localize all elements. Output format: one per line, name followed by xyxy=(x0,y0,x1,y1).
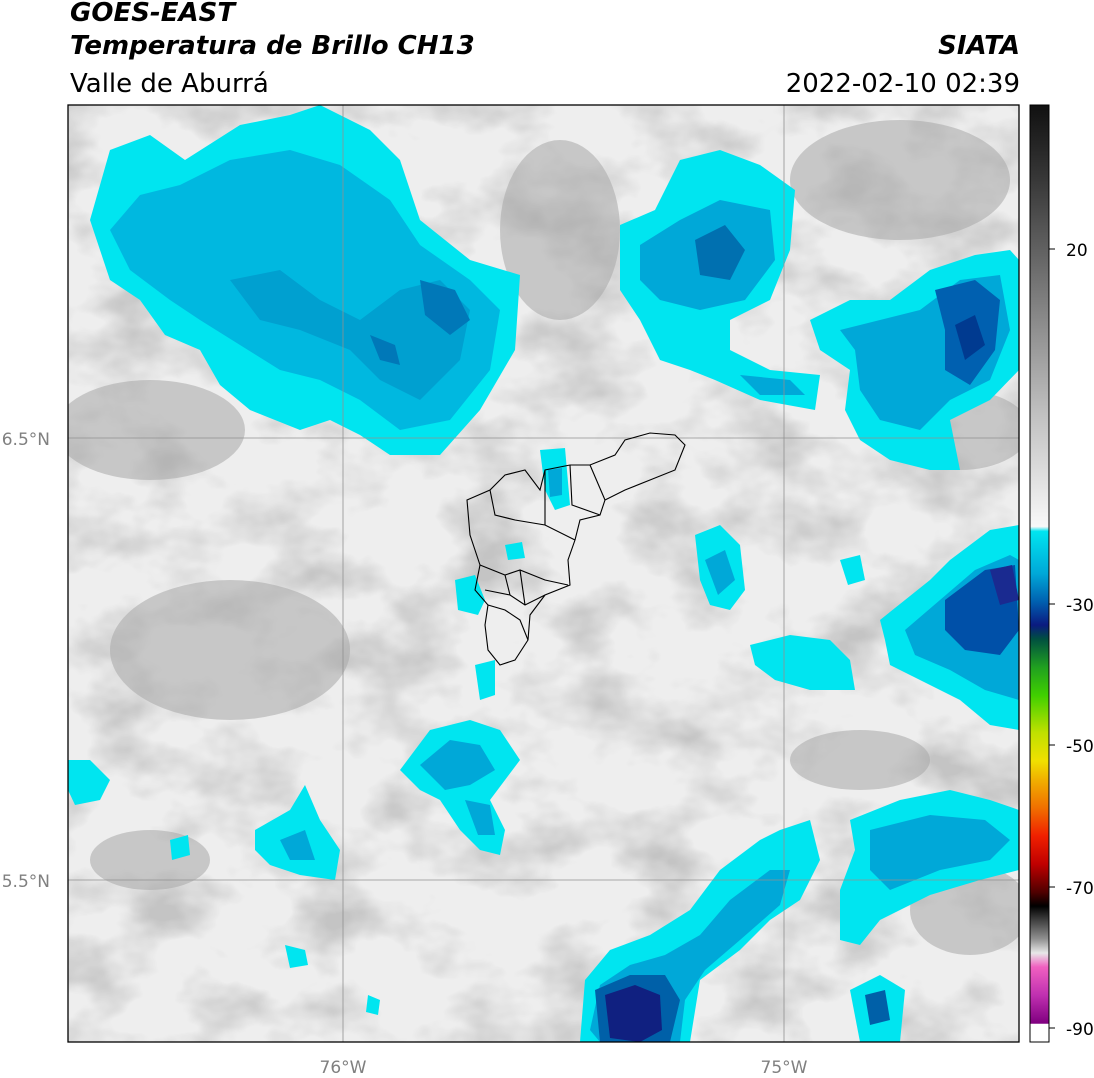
colorbar-tick-20: 20 xyxy=(1066,241,1088,261)
cloud-nw xyxy=(90,105,520,455)
cloud-south xyxy=(580,790,1019,1042)
cloud-south-central xyxy=(400,720,520,855)
region-subtitle: Valle de Aburrá xyxy=(70,69,269,99)
lat-label-5-5: 5.5°N xyxy=(2,872,50,892)
product-title: Temperatura de Brillo CH13 xyxy=(70,31,475,61)
cloud-ne-upper xyxy=(620,150,820,410)
valle-aburra-boundary xyxy=(466,432,686,666)
cloud-south-west xyxy=(68,760,380,1015)
colorbar-tick-minus-70: -70 xyxy=(1066,879,1094,899)
lat-label-6-5: 6.5°N xyxy=(2,430,50,450)
colorbar-tick-minus-30: -30 xyxy=(1066,596,1094,616)
cloud-east xyxy=(750,525,1019,730)
cloud-valley xyxy=(455,448,570,700)
cloud-ne-right xyxy=(810,250,1019,470)
lon-label-75: 75°W xyxy=(761,1058,808,1078)
graticule xyxy=(68,105,1019,1042)
colorbar-tick-minus-90: -90 xyxy=(1066,1020,1094,1040)
map-frame xyxy=(67,104,1020,1043)
lon-label-76: 76°W xyxy=(320,1058,367,1078)
satellite-title: GOES-EAST xyxy=(70,0,236,28)
imagery-layer xyxy=(68,105,1019,1042)
colorbar-tick-minus-50: -50 xyxy=(1066,737,1094,757)
cloud-center-east xyxy=(695,525,865,610)
colorbar: 20 -30 -50 -70 -90 xyxy=(1029,104,1094,1043)
agency-label: SIATA xyxy=(938,31,1020,61)
datetime-label: 2022-02-10 02:39 xyxy=(785,69,1020,99)
